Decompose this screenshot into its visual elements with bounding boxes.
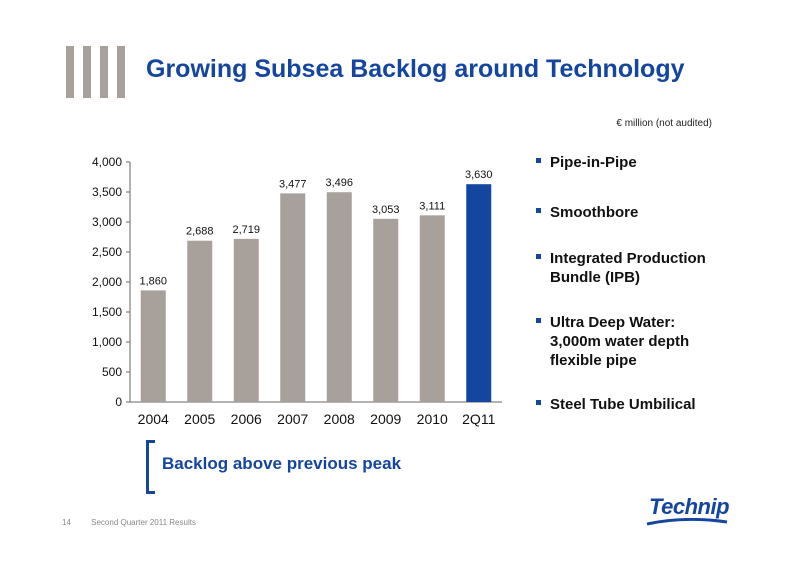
bar-2007 (280, 193, 306, 402)
x-tick-label: 2009 (370, 411, 401, 427)
data-label: 3,053 (372, 204, 400, 216)
data-label: 3,630 (465, 169, 493, 181)
bar-2006 (233, 238, 259, 402)
decorative-bar (100, 46, 108, 98)
bullet-square-icon (536, 208, 541, 213)
data-label: 1,860 (139, 275, 167, 287)
x-tick-label: 2004 (138, 411, 169, 427)
bar-2010 (419, 215, 445, 402)
y-tick-label: 1,000 (92, 335, 122, 349)
footer-text: Second Quarter 2011 Results (91, 518, 196, 527)
data-label: 3,477 (279, 178, 307, 190)
data-label: 3,111 (419, 200, 445, 212)
x-tick-label: 2008 (324, 411, 355, 427)
decorative-bar (66, 46, 74, 98)
y-tick-label: 0 (115, 395, 122, 409)
y-tick-label: 2,000 (92, 275, 122, 289)
bullet-text: Pipe-in-Pipe (550, 154, 637, 171)
callout-bracket (146, 440, 155, 494)
y-tick-label: 500 (102, 365, 122, 379)
logo-swoosh-icon (646, 518, 728, 526)
slide-title: Growing Subsea Backlog around Technology (146, 55, 685, 83)
bullet-text: Ultra Deep Water: 3,000m water depth fle… (550, 314, 690, 369)
y-tick-label: 4,000 (92, 155, 122, 169)
bullet-text: Integrated Production Bundle (IPB) (550, 250, 706, 286)
x-tick-label: 2Q11 (462, 411, 495, 427)
technip-logo: Technip (649, 494, 730, 519)
data-label: 3,496 (325, 177, 353, 189)
bar-2005 (187, 240, 213, 402)
units-note: € million (not audited) (616, 118, 712, 129)
bar-2Q11 (466, 184, 492, 402)
bullet-square-icon (536, 254, 541, 259)
x-tick-label: 2006 (231, 411, 262, 427)
y-tick-label: 3,500 (92, 185, 122, 199)
x-tick-label: 2005 (184, 411, 215, 427)
bullet-square-icon (536, 400, 541, 405)
x-tick-label: 2007 (277, 411, 308, 427)
bullet-square-icon (536, 158, 541, 163)
data-label: 2,719 (232, 224, 260, 236)
bar-2008 (326, 192, 352, 402)
y-tick-label: 1,500 (92, 305, 122, 319)
y-tick-label: 3,000 (92, 215, 122, 229)
footer: 14 Second Quarter 2011 Results (62, 518, 196, 527)
bar-2009 (373, 218, 399, 402)
y-tick-label: 2,500 (92, 245, 122, 259)
callout-text: Backlog above previous peak (162, 454, 402, 473)
bullet-text: Steel Tube Umbilical (550, 396, 696, 413)
x-tick-label: 2010 (417, 411, 448, 427)
decorative-bar (117, 46, 125, 98)
bar-2004 (140, 290, 166, 402)
data-label: 2,688 (186, 226, 214, 238)
bullet-square-icon (536, 318, 541, 323)
decorative-bar (83, 46, 91, 98)
page-number: 14 (62, 518, 71, 527)
bullet-text: Smoothbore (550, 204, 639, 221)
